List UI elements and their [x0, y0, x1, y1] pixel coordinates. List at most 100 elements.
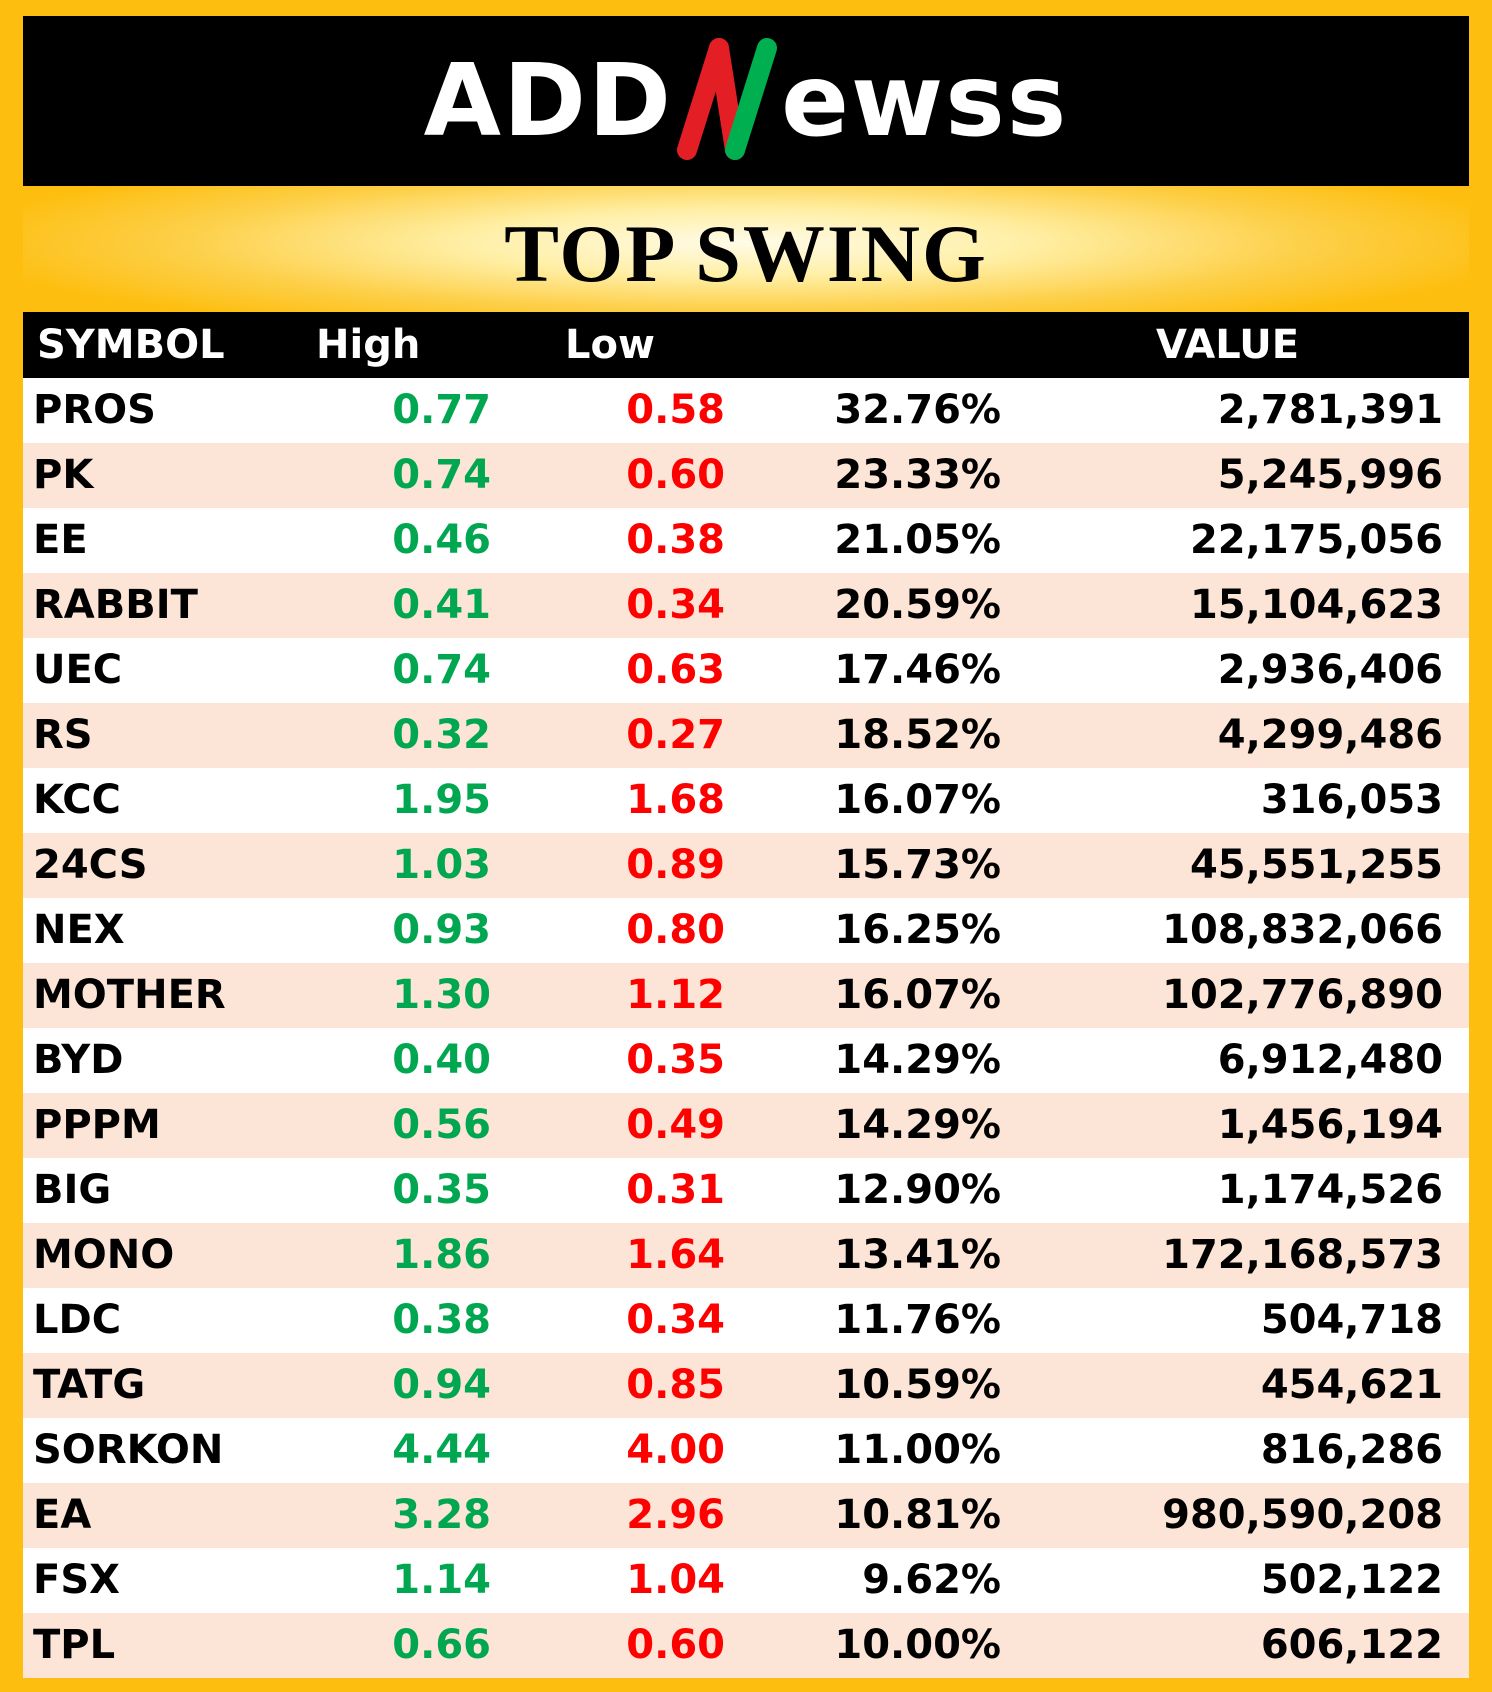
swing-percent-cell: 11.76%: [834, 1297, 1001, 1343]
high-cell: 1.30: [392, 972, 491, 1018]
low-cell: 0.80: [626, 907, 725, 953]
low-cell: 0.49: [626, 1102, 725, 1148]
symbol-cell: EE: [33, 517, 88, 563]
swing-percent-cell: 14.29%: [834, 1102, 1001, 1148]
symbol-cell: BYD: [33, 1037, 124, 1083]
symbol-cell: PK: [33, 452, 94, 498]
value-cell: 316,053: [1260, 777, 1443, 823]
symbol-cell: RABBIT: [33, 582, 198, 628]
logo-text-right: ewss: [781, 42, 1069, 159]
symbol-cell: KCC: [33, 777, 121, 823]
table-row: LDC 0.38 0.34 11.76% 504,718: [23, 1288, 1469, 1353]
symbol-cell: MONO: [33, 1232, 175, 1278]
logo-header: ADD ewss: [23, 16, 1469, 186]
high-cell: 0.74: [392, 452, 491, 498]
swing-percent-cell: 14.29%: [834, 1037, 1001, 1083]
value-cell: 1,456,194: [1217, 1102, 1443, 1148]
table-row: FSX 1.14 1.04 9.62% 502,122: [23, 1548, 1469, 1613]
table-row: SORKON 4.44 4.00 11.00% 816,286: [23, 1418, 1469, 1483]
table-row: MONO 1.86 1.64 13.41% 172,168,573: [23, 1223, 1469, 1288]
value-cell: 102,776,890: [1162, 972, 1443, 1018]
low-cell: 0.89: [626, 842, 725, 888]
value-cell: 6,912,480: [1217, 1037, 1443, 1083]
table-row: KCC 1.95 1.68 16.07% 316,053: [23, 768, 1469, 833]
table-row: BIG 0.35 0.31 12.90% 1,174,526: [23, 1158, 1469, 1223]
high-cell: 0.41: [392, 582, 491, 628]
high-cell: 0.38: [392, 1297, 491, 1343]
table-row: 24CS 1.03 0.89 15.73% 45,551,255: [23, 833, 1469, 898]
low-cell: 0.85: [626, 1362, 725, 1408]
symbol-cell: PPPM: [33, 1102, 161, 1148]
high-cell: 0.77: [392, 387, 491, 433]
value-cell: 15,104,623: [1189, 582, 1443, 628]
symbol-cell: LDC: [33, 1297, 122, 1343]
value-cell: 980,590,208: [1162, 1492, 1443, 1538]
high-cell: 0.66: [392, 1622, 491, 1668]
swing-percent-cell: 9.62%: [862, 1557, 1001, 1603]
page-title: TOP SWING: [504, 208, 988, 299]
low-cell: 0.34: [626, 582, 725, 628]
low-cell: 0.38: [626, 517, 725, 563]
high-cell: 1.03: [392, 842, 491, 888]
value-cell: 816,286: [1260, 1427, 1443, 1473]
addnewss-logo: ADD ewss: [424, 36, 1069, 166]
swing-percent-cell: 11.00%: [834, 1427, 1001, 1473]
swing-percent-cell: 10.59%: [834, 1362, 1001, 1408]
header-value: VALUE: [1156, 322, 1300, 368]
value-cell: 606,122: [1260, 1622, 1443, 1668]
symbol-cell: TPL: [33, 1622, 116, 1668]
low-cell: 0.60: [626, 452, 725, 498]
high-cell: 0.35: [392, 1167, 491, 1213]
table-row: PK 0.74 0.60 23.33% 5,245,996: [23, 443, 1469, 508]
low-cell: 1.04: [626, 1557, 725, 1603]
symbol-cell: FSX: [33, 1557, 120, 1603]
page-frame: ADD ewss TOP SWING SYMBOL High Low VALUE…: [23, 16, 1469, 1678]
table-row: PPPM 0.56 0.49 14.29% 1,456,194: [23, 1093, 1469, 1158]
swing-percent-cell: 32.76%: [834, 387, 1001, 433]
low-cell: 1.68: [626, 777, 725, 823]
low-cell: 2.96: [626, 1492, 725, 1538]
swing-percent-cell: 17.46%: [834, 647, 1001, 693]
header-low: Low: [565, 322, 655, 368]
swing-percent-cell: 10.00%: [834, 1622, 1001, 1668]
high-cell: 0.56: [392, 1102, 491, 1148]
symbol-cell: EA: [33, 1492, 92, 1538]
table-row: UEC 0.74 0.63 17.46% 2,936,406: [23, 638, 1469, 703]
symbol-cell: MOTHER: [33, 972, 226, 1018]
title-band: TOP SWING: [23, 186, 1469, 312]
high-cell: 0.74: [392, 647, 491, 693]
symbol-cell: 24CS: [33, 842, 148, 888]
table-row: BYD 0.40 0.35 14.29% 6,912,480: [23, 1028, 1469, 1093]
table-row: EA 3.28 2.96 10.81% 980,590,208: [23, 1483, 1469, 1548]
low-cell: 0.34: [626, 1297, 725, 1343]
symbol-cell: SORKON: [33, 1427, 224, 1473]
high-cell: 0.46: [392, 517, 491, 563]
value-cell: 22,175,056: [1189, 517, 1443, 563]
symbol-cell: TATG: [33, 1362, 146, 1408]
table-row: RABBIT 0.41 0.34 20.59% 15,104,623: [23, 573, 1469, 638]
low-cell: 0.27: [626, 712, 725, 758]
low-cell: 0.60: [626, 1622, 725, 1668]
value-cell: 2,781,391: [1217, 387, 1443, 433]
table-body: PROS 0.77 0.58 32.76% 2,781,391 PK 0.74 0.60 23.…: [23, 378, 1469, 1678]
swing-percent-cell: 23.33%: [834, 452, 1001, 498]
swing-percent-cell: 16.07%: [834, 972, 1001, 1018]
low-cell: 1.12: [626, 972, 725, 1018]
low-cell: 0.58: [626, 387, 725, 433]
value-cell: 108,832,066: [1162, 907, 1443, 953]
swing-percent-cell: 20.59%: [834, 582, 1001, 628]
high-cell: 1.86: [392, 1232, 491, 1278]
swing-percent-cell: 15.73%: [834, 842, 1001, 888]
table-row: NEX 0.93 0.80 16.25% 108,832,066: [23, 898, 1469, 963]
high-cell: 3.28: [392, 1492, 491, 1538]
swing-table: SYMBOL High Low VALUE PROS 0.77 0.58 32.76%…: [23, 312, 1469, 1678]
table-header: SYMBOL High Low VALUE: [23, 312, 1469, 378]
header-high: High: [316, 322, 421, 368]
table-row: RS 0.32 0.27 18.52% 4,299,486: [23, 703, 1469, 768]
high-cell: 4.44: [392, 1427, 491, 1473]
high-cell: 0.40: [392, 1037, 491, 1083]
logo-text-left: ADD: [423, 42, 674, 159]
value-cell: 502,122: [1260, 1557, 1443, 1603]
symbol-cell: RS: [33, 712, 93, 758]
table-row: MOTHER 1.30 1.12 16.07% 102,776,890: [23, 963, 1469, 1028]
